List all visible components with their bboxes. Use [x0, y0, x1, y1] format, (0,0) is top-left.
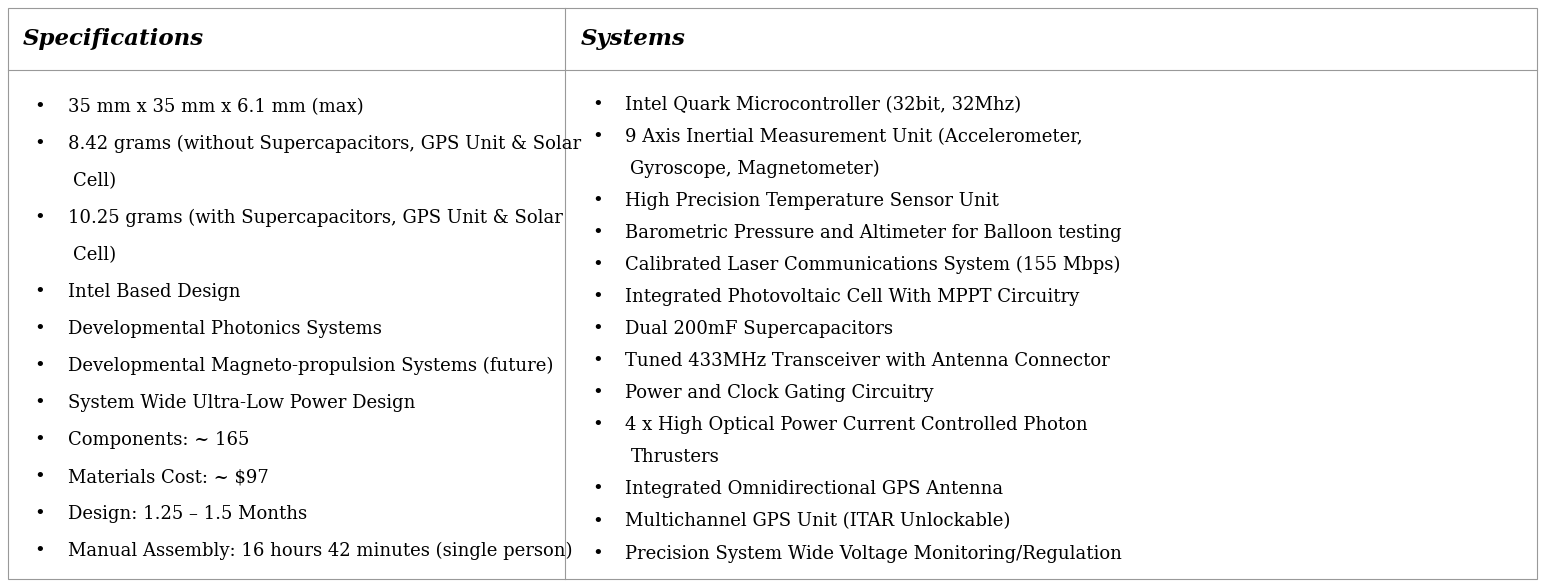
Text: •: • — [592, 256, 603, 274]
Text: •: • — [34, 284, 45, 301]
Text: 9 Axis Inertial Measurement Unit (Accelerometer,: 9 Axis Inertial Measurement Unit (Accele… — [626, 128, 1083, 146]
Text: Cell): Cell) — [73, 246, 116, 264]
Text: •: • — [34, 542, 45, 560]
Text: High Precision Temperature Sensor Unit: High Precision Temperature Sensor Unit — [626, 192, 1000, 210]
Text: •: • — [34, 209, 45, 227]
Text: Specifications: Specifications — [23, 28, 204, 50]
Text: •: • — [34, 135, 45, 153]
Text: •: • — [592, 224, 603, 242]
Text: Multichannel GPS Unit (ITAR Unlockable): Multichannel GPS Unit (ITAR Unlockable) — [626, 512, 1010, 531]
Text: Intel Quark Microcontroller (32bit, 32Mhz): Intel Quark Microcontroller (32bit, 32Mh… — [626, 96, 1021, 114]
Text: •: • — [34, 357, 45, 375]
Text: Intel Based Design: Intel Based Design — [68, 284, 241, 301]
Text: Dual 200mF Supercapacitors: Dual 200mF Supercapacitors — [626, 320, 893, 338]
Text: •: • — [34, 431, 45, 449]
Text: Components: ~ 165: Components: ~ 165 — [68, 431, 249, 449]
Text: •: • — [34, 321, 45, 338]
Text: •: • — [592, 320, 603, 338]
Text: •: • — [592, 512, 603, 531]
Text: •: • — [592, 545, 603, 562]
Text: Precision System Wide Voltage Monitoring/Regulation: Precision System Wide Voltage Monitoring… — [626, 545, 1122, 562]
Text: •: • — [592, 384, 603, 402]
Text: •: • — [592, 352, 603, 370]
Text: •: • — [592, 128, 603, 146]
Text: Manual Assembly: 16 hours 42 minutes (single person): Manual Assembly: 16 hours 42 minutes (si… — [68, 542, 573, 561]
Text: 8.42 grams (without Supercapacitors, GPS Unit & Solar: 8.42 grams (without Supercapacitors, GPS… — [68, 135, 581, 153]
Text: •: • — [592, 192, 603, 210]
Text: Developmental Magneto-propulsion Systems (future): Developmental Magneto-propulsion Systems… — [68, 357, 553, 375]
Text: 10.25 grams (with Supercapacitors, GPS Unit & Solar: 10.25 grams (with Supercapacitors, GPS U… — [68, 209, 562, 227]
Text: System Wide Ultra-Low Power Design: System Wide Ultra-Low Power Design — [68, 394, 416, 412]
Text: •: • — [592, 96, 603, 114]
Text: Thrusters: Thrusters — [630, 448, 720, 467]
Text: •: • — [34, 468, 45, 486]
Text: Barometric Pressure and Altimeter for Balloon testing: Barometric Pressure and Altimeter for Ba… — [626, 224, 1122, 242]
Text: Gyroscope, Magnetometer): Gyroscope, Magnetometer) — [630, 160, 881, 178]
Text: Integrated Photovoltaic Cell With MPPT Circuitry: Integrated Photovoltaic Cell With MPPT C… — [626, 288, 1080, 306]
Text: Integrated Omnidirectional GPS Antenna: Integrated Omnidirectional GPS Antenna — [626, 481, 1004, 498]
Text: •: • — [592, 416, 603, 434]
Text: Design: 1.25 – 1.5 Months: Design: 1.25 – 1.5 Months — [68, 505, 307, 523]
Text: •: • — [34, 505, 45, 523]
Text: Materials Cost: ~ $97: Materials Cost: ~ $97 — [68, 468, 269, 486]
Text: •: • — [592, 481, 603, 498]
Text: •: • — [592, 288, 603, 306]
Text: Developmental Photonics Systems: Developmental Photonics Systems — [68, 321, 382, 338]
Text: Power and Clock Gating Circuitry: Power and Clock Gating Circuitry — [626, 384, 935, 402]
Text: •: • — [34, 98, 45, 116]
Text: 4 x High Optical Power Current Controlled Photon: 4 x High Optical Power Current Controlle… — [626, 416, 1088, 434]
Text: Tuned 433MHz Transceiver with Antenna Connector: Tuned 433MHz Transceiver with Antenna Co… — [626, 352, 1111, 370]
Text: •: • — [34, 394, 45, 412]
Text: Systems: Systems — [581, 28, 686, 50]
Text: 35 mm x 35 mm x 6.1 mm (max): 35 mm x 35 mm x 6.1 mm (max) — [68, 98, 363, 116]
Text: Calibrated Laser Communications System (155 Mbps): Calibrated Laser Communications System (… — [626, 256, 1120, 274]
Text: Cell): Cell) — [73, 172, 116, 190]
